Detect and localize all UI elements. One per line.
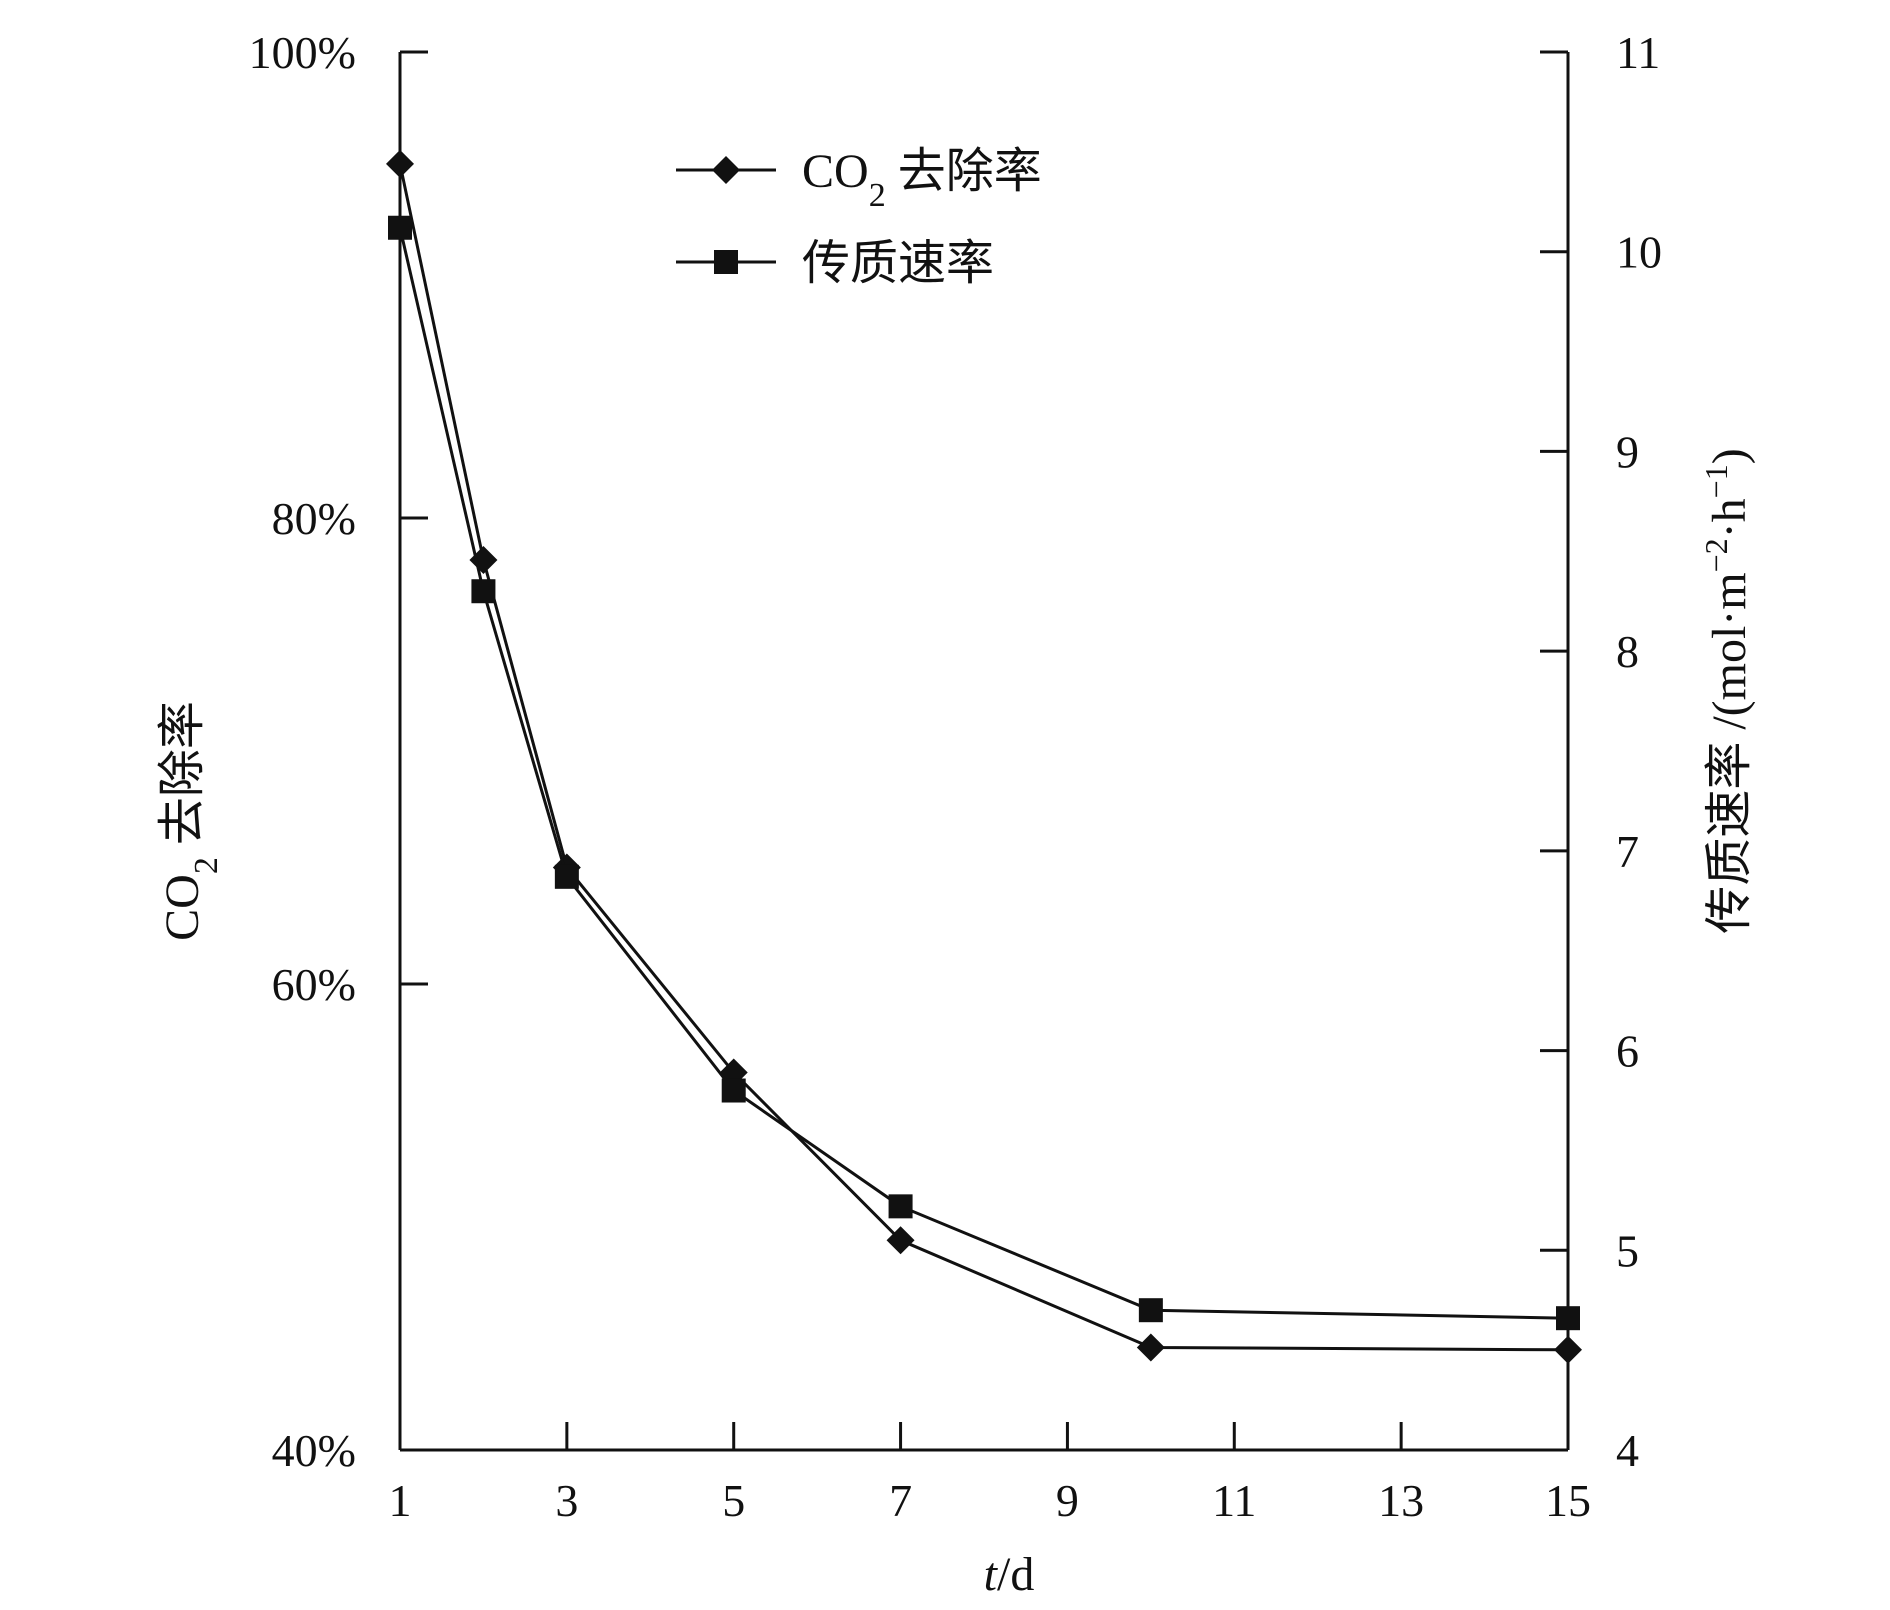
data-point — [1554, 1335, 1582, 1364]
data-point — [886, 1226, 915, 1255]
y-right-tick-label: 7 — [1616, 826, 1639, 877]
series-line — [398, 227, 1569, 1320]
x-tick-label: 1 — [389, 1475, 412, 1526]
data-point — [471, 579, 496, 604]
y-right-tick-label: 6 — [1616, 1026, 1639, 1077]
y-right-tick-label: 9 — [1616, 426, 1639, 477]
series-2 — [388, 215, 1580, 1331]
x-tick-label: 3 — [555, 1475, 578, 1526]
legend-label-mass-transfer-rate: 传质速率 — [802, 237, 994, 290]
axis-titles: t/d CO2 去除率 传质速率 /(mol·m−2·h−1) — [156, 448, 1756, 1601]
y-right-tick-label: 8 — [1616, 626, 1639, 677]
data-point — [888, 1194, 913, 1219]
x-tick-label: 9 — [1056, 1475, 1079, 1526]
axes — [398, 52, 1570, 1452]
x-tick-label: 13 — [1378, 1475, 1424, 1526]
data-point — [1138, 1298, 1163, 1323]
y-right-tick-label: 4 — [1616, 1425, 1639, 1476]
y-left-tick-label: 40% — [272, 1425, 356, 1476]
legend-label-removal-rate: CO2 去除率 — [802, 145, 1042, 214]
legend-item-mass-transfer-rate: 传质速率 — [676, 237, 994, 290]
x-tick-label: 11 — [1212, 1475, 1256, 1526]
y-left-tick-label: 80% — [272, 493, 356, 544]
x-axis-title: t/d — [984, 1548, 1035, 1601]
x-tick-label: 7 — [889, 1475, 912, 1526]
x-tick-label: 5 — [722, 1475, 745, 1526]
legend-item-removal-rate: CO2 去除率 — [676, 145, 1042, 214]
y-left-tick-label: 100% — [249, 27, 356, 78]
data-point — [388, 215, 412, 240]
x-tick-label: 15 — [1545, 1475, 1591, 1526]
data-point — [1556, 1306, 1580, 1331]
legend-diamond-marker — [712, 156, 740, 184]
y-right-tick-label: 11 — [1616, 27, 1660, 78]
data-point — [386, 149, 414, 178]
data-point — [721, 1078, 746, 1103]
series-line — [398, 163, 1569, 1352]
y-right-tick-label: 5 — [1616, 1225, 1639, 1276]
data-point — [1136, 1333, 1165, 1362]
data-point — [554, 864, 579, 889]
legend-square-marker — [714, 250, 738, 274]
series-layer — [386, 149, 1582, 1364]
y-right-axis-title: 传质速率 /(mol·m−2·h−1) — [1698, 448, 1756, 933]
series-1 — [386, 149, 1582, 1364]
y-left-axis-title: CO2 去除率 — [156, 701, 225, 941]
y-left-tick-label: 60% — [272, 959, 356, 1010]
y-right-tick-label: 10 — [1616, 227, 1662, 278]
